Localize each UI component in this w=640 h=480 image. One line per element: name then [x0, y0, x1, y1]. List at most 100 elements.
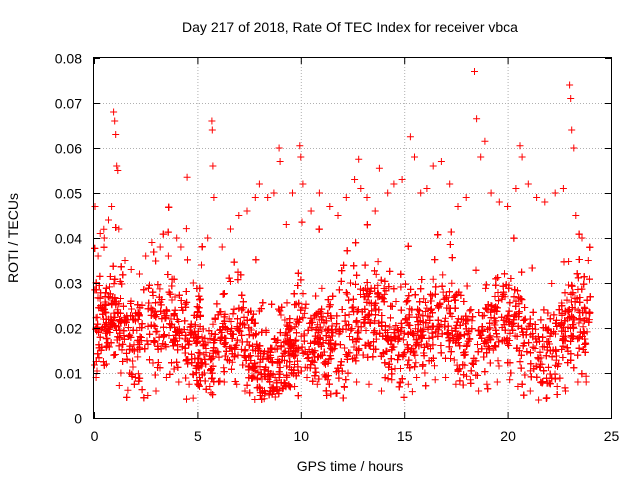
- data-point: [578, 285, 586, 293]
- data-point: [545, 379, 553, 387]
- data-point: [548, 280, 556, 287]
- data-point: [535, 355, 543, 363]
- data-point: [527, 349, 534, 357]
- data-point: [240, 352, 248, 360]
- data-point: [463, 282, 471, 290]
- data-point: [290, 290, 298, 298]
- data-point: [246, 352, 254, 360]
- data-point: [191, 321, 199, 329]
- data-point: [228, 325, 236, 332]
- data-point: [205, 327, 213, 335]
- data-point: [407, 285, 415, 293]
- data-point: [208, 354, 216, 362]
- data-point: [546, 370, 554, 378]
- data-point: [223, 347, 230, 355]
- data-point: [174, 346, 182, 354]
- data-point: [275, 390, 283, 398]
- data-point: [264, 367, 272, 375]
- data-point: [94, 320, 102, 328]
- data-point: [447, 228, 455, 236]
- data-point: [301, 304, 309, 312]
- data-point: [491, 293, 499, 300]
- data-point: [174, 363, 182, 371]
- data-point: [333, 312, 341, 320]
- data-point: [338, 367, 346, 375]
- data-point: [468, 325, 476, 333]
- data-point: [352, 357, 360, 365]
- data-point: [95, 328, 102, 336]
- data-point: [103, 342, 111, 350]
- data-point: [227, 318, 235, 325]
- data-point: [357, 323, 365, 331]
- data-point: [120, 302, 127, 310]
- data-point: [202, 385, 210, 393]
- data-point: [480, 353, 488, 361]
- data-point: [281, 316, 289, 324]
- data-point: [432, 283, 440, 291]
- data-point: [217, 333, 225, 341]
- data-point: [304, 326, 312, 334]
- data-point: [215, 353, 223, 361]
- data-point: [529, 308, 537, 316]
- data-point: [381, 359, 389, 367]
- data-point: [419, 312, 427, 320]
- data-point: [138, 386, 146, 394]
- data-point: [191, 328, 199, 336]
- data-point: [394, 356, 402, 364]
- data-point: [378, 312, 386, 319]
- data-point: [245, 331, 253, 339]
- data-point: [482, 284, 490, 292]
- data-point: [126, 369, 134, 377]
- data-point: [235, 304, 243, 312]
- data-point: [363, 221, 371, 229]
- data-point: [491, 321, 499, 329]
- data-point: [447, 348, 455, 356]
- data-point: [412, 359, 420, 367]
- data-point: [509, 319, 517, 327]
- data-point: [372, 311, 379, 319]
- data-point: [570, 332, 577, 340]
- data-point: [539, 333, 547, 341]
- data-point: [257, 305, 265, 313]
- data-point: [370, 329, 378, 337]
- data-point: [542, 352, 550, 360]
- data-point: [371, 327, 379, 335]
- data-point: [291, 361, 298, 368]
- data-point: [195, 292, 203, 300]
- data-point: [234, 268, 242, 276]
- data-point: [156, 364, 164, 372]
- data-point: [285, 325, 292, 333]
- data-point: [329, 292, 337, 300]
- data-point: [574, 335, 582, 343]
- data-point: [537, 316, 545, 324]
- data-point: [502, 281, 510, 289]
- data-points: [91, 68, 594, 404]
- data-point: [425, 334, 433, 342]
- data-point: [190, 334, 197, 342]
- data-point: [410, 331, 418, 339]
- data-point: [371, 284, 379, 292]
- data-point: [220, 368, 228, 376]
- data-point: [448, 279, 456, 287]
- data-point: [271, 345, 279, 353]
- data-point: [221, 334, 229, 342]
- data-point: [147, 311, 155, 319]
- data-point: [397, 365, 404, 372]
- data-point: [276, 307, 284, 315]
- data-point: [326, 352, 334, 360]
- data-point: [472, 371, 480, 379]
- data-point: [421, 308, 429, 315]
- data-point: [403, 341, 411, 349]
- data-point: [460, 298, 468, 305]
- data-point: [363, 298, 371, 306]
- data-point: [429, 341, 437, 349]
- data-point: [258, 395, 266, 403]
- data-point: [300, 337, 308, 345]
- data-point: [239, 298, 247, 306]
- data-point: [158, 315, 166, 323]
- data-point: [558, 346, 566, 353]
- data-point: [400, 329, 408, 337]
- data-point: [189, 394, 197, 402]
- data-point: [529, 343, 537, 351]
- data-point: [345, 321, 353, 328]
